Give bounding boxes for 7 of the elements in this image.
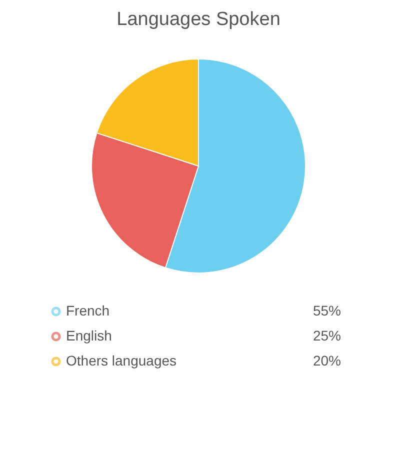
legend-label: French xyxy=(66,302,110,318)
legend-label: Others languages xyxy=(66,352,177,368)
legend-label: English xyxy=(66,328,112,344)
data-label: 55% xyxy=(312,302,341,318)
data-label: 25% xyxy=(312,328,341,344)
data-label: 20% xyxy=(312,352,341,368)
chart-title: Languages Spoken xyxy=(116,9,280,30)
